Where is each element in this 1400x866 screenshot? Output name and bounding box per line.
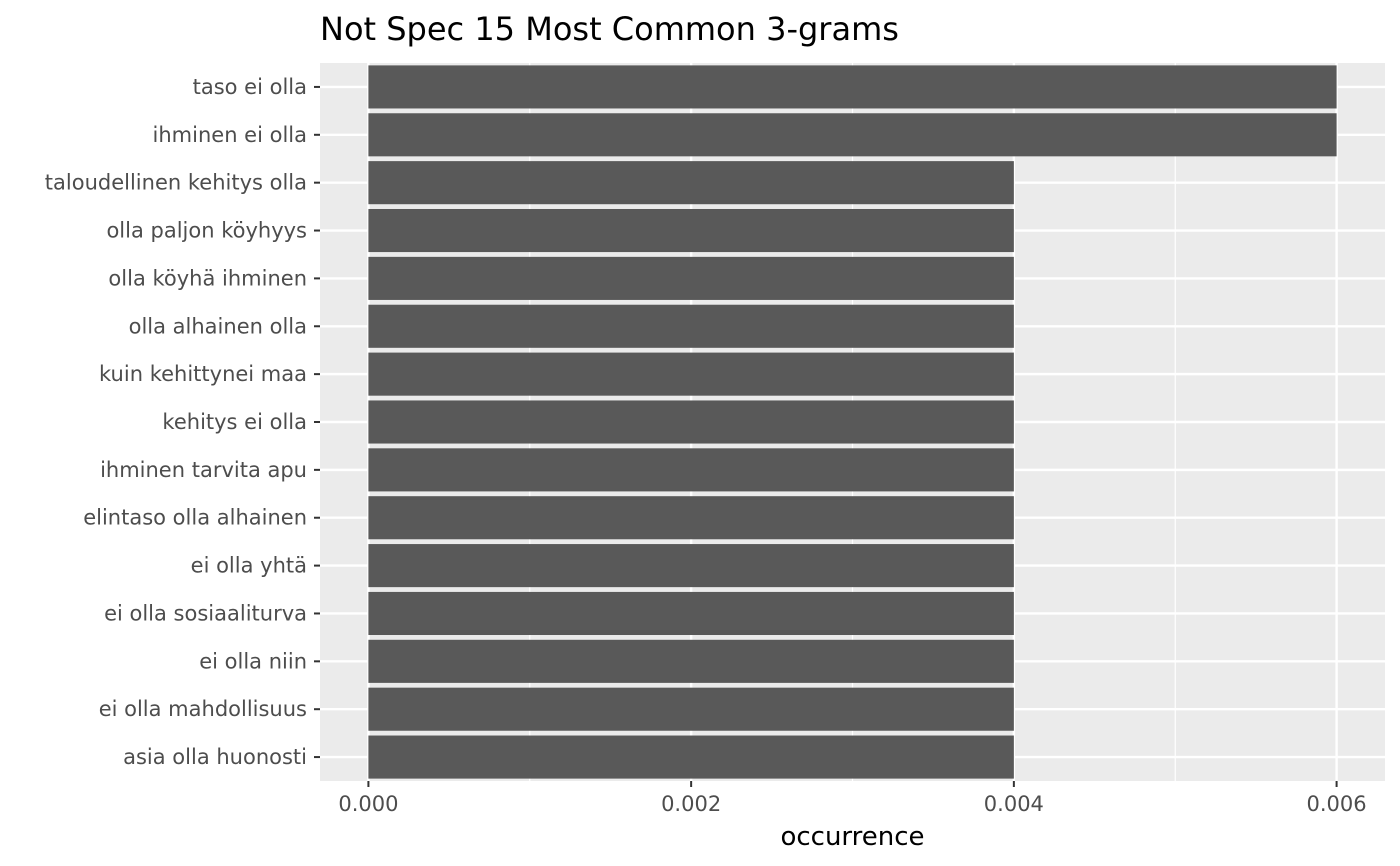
bar [368,208,1014,253]
y-tick-label: kuin kehittynei maa [99,362,307,386]
y-tick-label: kehitys ei olla [162,410,307,434]
chart-title: Not Spec 15 Most Common 3-grams [320,10,899,48]
y-tick-label: taloudellinen kehitys olla [45,171,307,195]
x-tick-label: 0.006 [1307,792,1367,816]
y-tick-label: ihminen ei olla [153,123,307,147]
bar [368,161,1014,205]
y-tick-label: ei olla mahdollisuus [99,697,307,721]
bar [368,544,1014,588]
y-tick-label: olla paljon köyhyys [106,219,307,243]
bar [368,65,1337,109]
y-tick-label: olla alhainen olla [129,314,307,338]
x-tick-label: 0.002 [661,792,721,816]
y-tick-label: ei olla niin [199,649,307,673]
bar [368,304,1014,348]
y-tick-label: ihminen tarvita apu [100,458,307,482]
y-tick-label: olla köyhä ihminen [108,266,307,290]
bar [368,448,1014,492]
x-axis-title: occurrence [780,822,924,852]
bars [368,65,1337,779]
bar [368,735,1014,779]
x-tick-label: 0.004 [984,792,1044,816]
bar [368,496,1014,540]
y-tick-label: elintaso olla alhainen [83,506,307,530]
x-axis: 0.000 0.002 0.004 0.006 [338,781,1367,816]
y-axis: taso ei olla ihminen ei olla taloudellinen… [45,75,320,769]
bar [368,256,1014,300]
y-tick-label: asia olla huonosti [123,745,307,769]
y-tick-label: ei olla sosiaaliturva [104,601,307,625]
bar [368,687,1014,731]
y-tick-label: ei olla yhtä [191,554,307,578]
bar [368,400,1014,444]
bar [368,113,1337,157]
bar [368,591,1014,636]
x-tick-label: 0.000 [338,792,398,816]
y-tick-label: taso ei olla [193,75,307,99]
bar [368,352,1014,396]
bar [368,639,1014,683]
